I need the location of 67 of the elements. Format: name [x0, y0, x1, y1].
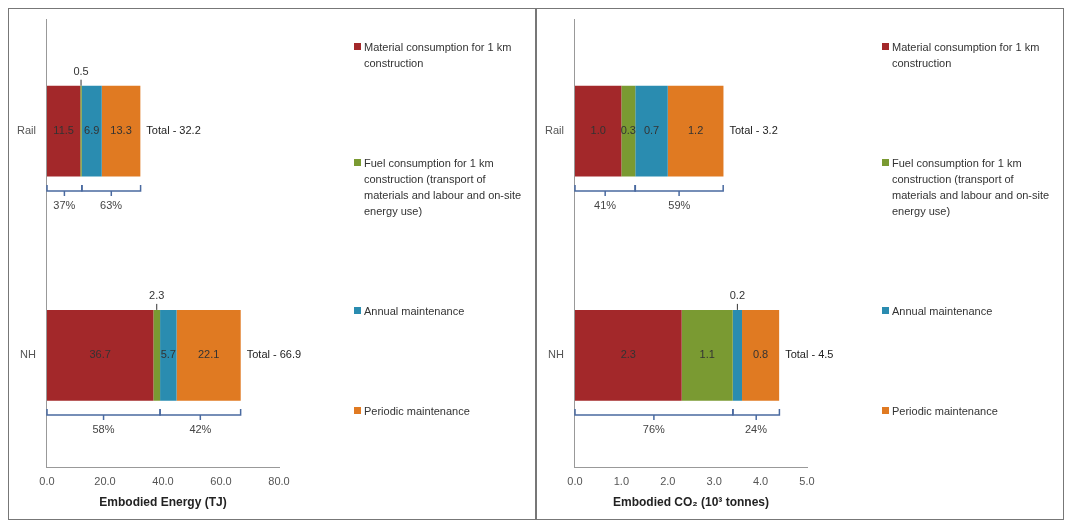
- data-label: 22.1: [197, 348, 220, 361]
- x-tick-label: 2.0: [660, 475, 676, 488]
- data-label: 11.5: [53, 124, 74, 137]
- x-tick-label: 3.0: [706, 475, 722, 488]
- x-axis-title: Embodied Energy (TJ): [99, 495, 227, 510]
- annotation: 24%: [743, 422, 768, 435]
- data-label: 36.7: [89, 348, 111, 361]
- bar: [46, 309, 154, 401]
- x-tick-label: 0.0: [567, 475, 583, 488]
- legend-label: Periodic maintenance: [892, 404, 998, 419]
- y-tick-label: Rail: [17, 124, 36, 137]
- data-label: 2.3: [149, 288, 165, 301]
- data-label: 1.1: [699, 348, 715, 361]
- x-tick-label: 80.0: [268, 475, 290, 488]
- bar: [635, 85, 668, 177]
- legend-label: Annual maintenance: [364, 304, 465, 319]
- bar: [742, 309, 780, 401]
- bar: [621, 85, 636, 177]
- bar: [667, 85, 724, 177]
- bar: [681, 309, 733, 401]
- y-tick-label: NH: [548, 348, 564, 361]
- legend-label: Material consumption for 1 km construction: [892, 40, 1041, 71]
- x-tick-label: 60.0: [210, 475, 232, 488]
- y-tick-label: Rail: [545, 124, 564, 137]
- legend-label: Periodic maintenance: [364, 404, 470, 419]
- bar: [153, 309, 161, 401]
- bar: [46, 85, 81, 177]
- x-tick-label: 20.0: [94, 475, 116, 488]
- bar: [574, 309, 682, 401]
- annotation: Total - 32.2: [146, 124, 201, 137]
- data-label: 5.7: [160, 348, 176, 361]
- annotation: Total - 4.5: [785, 348, 834, 361]
- annotation: Total - 3.2: [729, 124, 778, 137]
- annotation: 41%: [593, 198, 618, 211]
- legend-label: Fuel consumption for 1 km construction (transport of materials and labour and on-site energy use): [892, 156, 1051, 219]
- bar: [176, 309, 241, 401]
- legend-label: Fuel consumption for 1 km construction (transport of materials and labour and on-site energy use): [364, 156, 523, 219]
- bar: [732, 309, 743, 401]
- x-tick-label: 5.0: [799, 475, 815, 488]
- annotation: 59%: [667, 198, 692, 211]
- x-tick-label: 1.0: [613, 475, 630, 488]
- annotation: 37%: [52, 198, 77, 211]
- x-tick-label: 4.0: [752, 475, 769, 488]
- data-label: 13.3: [110, 124, 132, 137]
- legend-label: Annual maintenance: [892, 304, 993, 319]
- data-label: 0.7: [643, 124, 660, 137]
- data-label: 0.2: [729, 288, 746, 301]
- data-label: 1.2: [687, 124, 704, 137]
- data-label: 0.5: [73, 64, 89, 77]
- y-tick-label: NH: [20, 348, 36, 361]
- bar: [574, 85, 622, 177]
- annotation: 63%: [99, 198, 124, 211]
- annotation: 58%: [91, 422, 116, 435]
- x-tick-label: 40.0: [152, 475, 174, 488]
- legend-label: Material consumption for 1 km construction: [364, 40, 513, 71]
- x-tick-label: 0.0: [39, 475, 55, 488]
- annotation: 42%: [188, 422, 213, 435]
- bar: [81, 85, 102, 177]
- data-label: 0.8: [752, 348, 769, 361]
- data-label: 1.0: [590, 124, 606, 137]
- bar: [101, 85, 141, 177]
- bar: [160, 309, 177, 401]
- data-label: 6.9: [84, 124, 100, 137]
- x-axis-title: Embodied CO₂ (10³ tonnes): [612, 495, 769, 510]
- data-label: 2.3: [620, 348, 636, 361]
- annotation: Total - 66.9: [246, 348, 302, 361]
- annotation: 76%: [641, 422, 666, 435]
